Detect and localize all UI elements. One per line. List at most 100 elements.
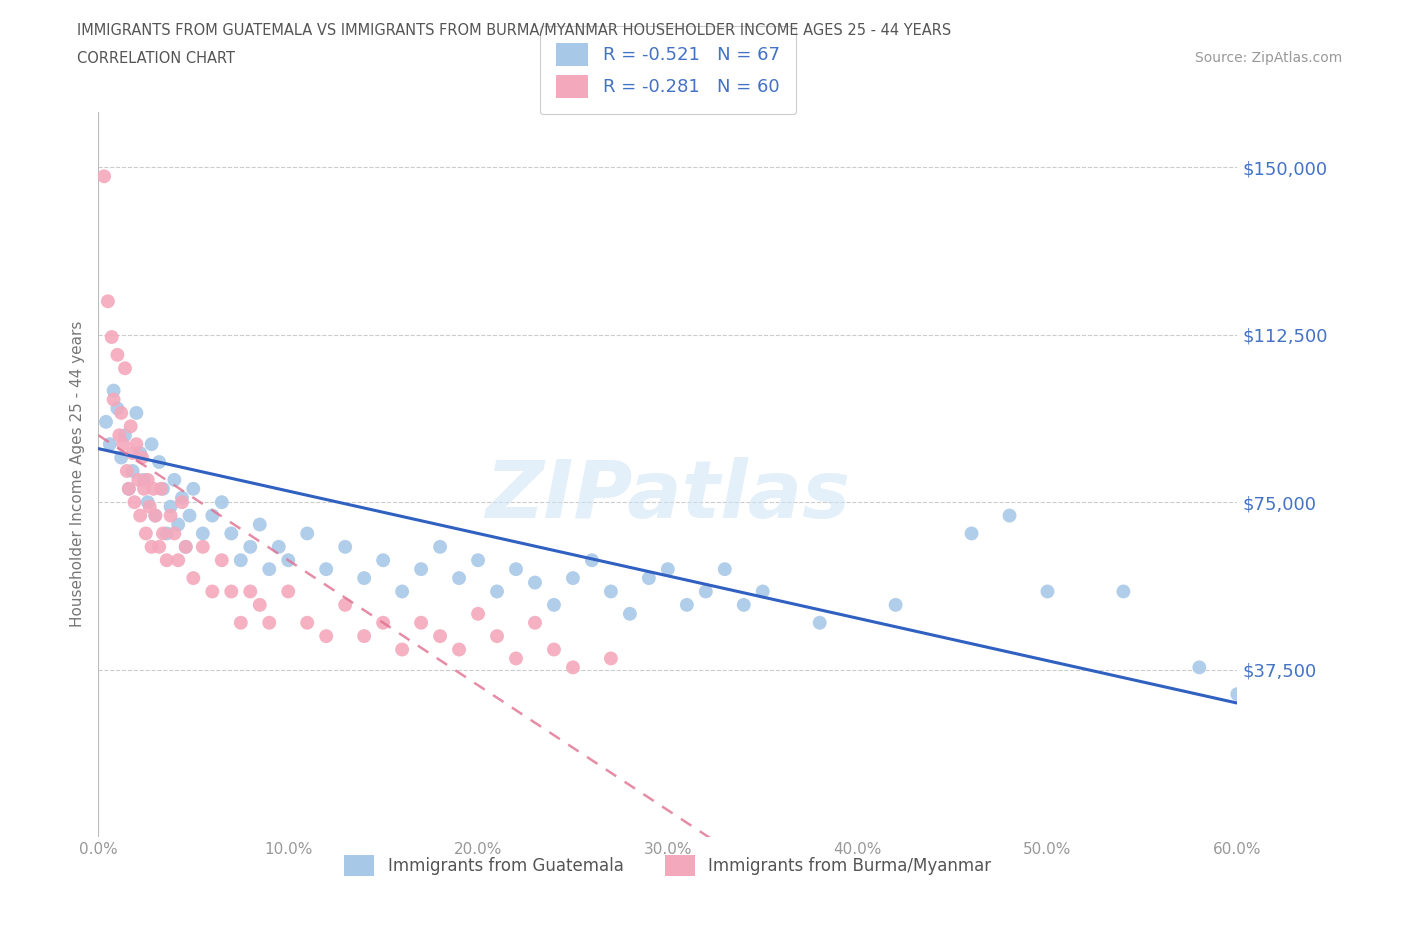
Point (562, 660, 585, 675)
Point (229, 616, 252, 631)
Point (429, 539, 451, 554)
Text: Source: ZipAtlas.com: Source: ZipAtlas.com (1195, 51, 1343, 65)
Point (229, 552, 252, 567)
Point (249, 597, 271, 612)
Point (125, 437, 148, 452)
Point (103, 392, 125, 407)
Point (103, 383, 125, 398)
Text: CORRELATION CHART: CORRELATION CHART (77, 51, 235, 66)
Point (277, 552, 299, 567)
Point (467, 606, 489, 621)
Point (121, 445, 143, 460)
Point (183, 482, 205, 497)
Point (136, 495, 159, 510)
Point (676, 597, 699, 612)
Point (259, 562, 281, 577)
Point (145, 508, 167, 523)
Point (353, 571, 375, 586)
Point (486, 629, 509, 644)
Point (695, 584, 717, 599)
Point (129, 445, 152, 460)
Point (201, 584, 224, 599)
Point (600, 651, 623, 666)
Point (150, 482, 173, 497)
Point (259, 616, 281, 631)
Point (174, 539, 197, 554)
Point (411, 562, 433, 577)
Point (315, 562, 337, 577)
Point (619, 606, 641, 621)
Point (129, 508, 152, 523)
Point (581, 552, 603, 567)
Point (998, 508, 1021, 523)
Text: ZIPatlas: ZIPatlas (485, 457, 851, 535)
Point (1036, 584, 1059, 599)
Point (148, 455, 170, 470)
Point (335, 597, 357, 612)
Point (141, 437, 163, 452)
Point (114, 361, 136, 376)
Point (239, 539, 262, 554)
Point (505, 651, 527, 666)
Point (108, 428, 131, 443)
Point (148, 539, 170, 554)
Point (211, 495, 233, 510)
Text: IMMIGRANTS FROM GUATEMALA VS IMMIGRANTS FROM BURMA/MYANMAR HOUSEHOLDER INCOME AG: IMMIGRANTS FROM GUATEMALA VS IMMIGRANTS … (77, 23, 952, 38)
Point (183, 571, 205, 586)
Point (524, 616, 547, 631)
Point (600, 584, 623, 599)
Point (118, 482, 141, 497)
Point (714, 562, 737, 577)
Legend: Immigrants from Guatemala, Immigrants from Burma/Myanmar: Immigrants from Guatemala, Immigrants fr… (337, 848, 998, 884)
Point (98, 437, 121, 452)
Point (132, 472, 155, 487)
Point (138, 499, 160, 514)
Point (131, 450, 153, 465)
Point (267, 539, 290, 554)
Point (163, 472, 186, 487)
Point (371, 552, 394, 567)
Point (371, 616, 394, 631)
Point (221, 526, 243, 541)
Point (1188, 660, 1211, 675)
Point (118, 482, 141, 497)
Point (120, 418, 142, 433)
Point (211, 552, 233, 567)
Point (125, 405, 148, 420)
Point (107, 348, 129, 363)
Point (429, 629, 451, 644)
Point (391, 584, 413, 599)
Point (136, 472, 159, 487)
Point (239, 584, 262, 599)
Point (449, 571, 471, 586)
Point (94, 415, 117, 430)
Point (170, 495, 193, 510)
Point (100, 329, 122, 344)
Point (163, 526, 186, 541)
Point (159, 499, 181, 514)
Point (353, 629, 375, 644)
Point (960, 526, 983, 541)
Point (505, 562, 527, 577)
Point (486, 584, 509, 599)
Point (156, 552, 179, 567)
Point (145, 508, 167, 523)
Point (543, 642, 565, 657)
Point (170, 490, 193, 505)
Point (142, 482, 165, 497)
Point (191, 526, 214, 541)
Point (657, 562, 679, 577)
Point (638, 571, 661, 586)
Point (159, 508, 181, 523)
Point (524, 575, 547, 590)
Point (121, 463, 143, 478)
Point (449, 642, 471, 657)
Point (174, 539, 197, 554)
Point (167, 552, 190, 567)
Point (110, 405, 132, 420)
Point (277, 584, 299, 599)
Point (167, 517, 190, 532)
Point (114, 428, 136, 443)
Point (297, 616, 319, 631)
Point (808, 616, 831, 631)
